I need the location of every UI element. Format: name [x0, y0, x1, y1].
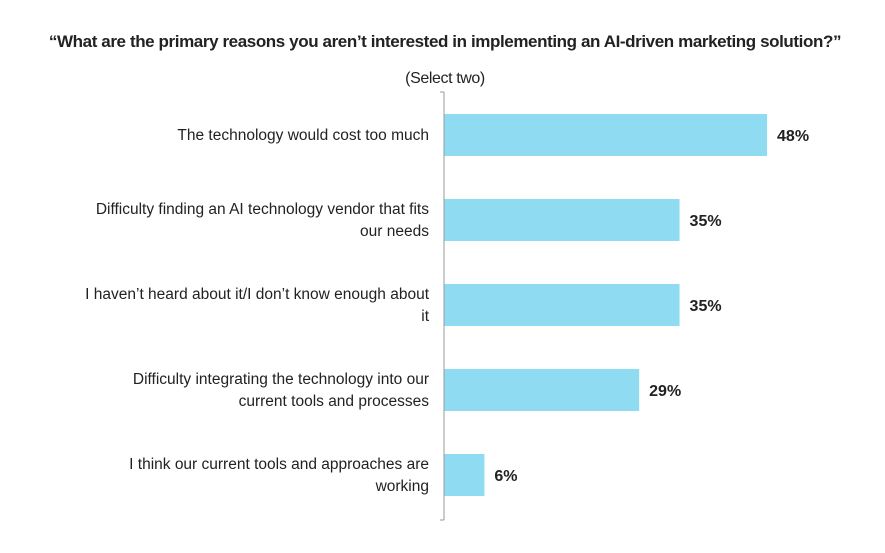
data-label: 6%	[494, 468, 517, 485]
category-label: current tools and processes	[239, 393, 430, 410]
category-label: I think our current tools and approaches…	[129, 456, 429, 473]
data-label: 29%	[649, 383, 681, 400]
category-label: Difficulty integrating the technology in…	[133, 371, 429, 388]
bar	[444, 454, 485, 496]
data-label: 35%	[690, 213, 722, 230]
category-label: our needs	[360, 223, 429, 240]
category-label: Difficulty finding an AI technology vend…	[96, 201, 429, 218]
bar	[444, 369, 640, 411]
chart-subtitle: (Select two)	[405, 70, 485, 87]
data-label: 35%	[690, 298, 722, 315]
category-label: The technology would cost too much	[177, 127, 429, 144]
category-label: working	[375, 478, 429, 495]
bar	[444, 284, 680, 326]
bar	[444, 114, 768, 156]
chart-title: “What are the primary reasons you aren’t…	[48, 32, 842, 51]
category-label: it	[421, 308, 429, 325]
data-label: 48%	[777, 128, 809, 145]
category-label: I haven’t heard about it/I don’t know en…	[85, 286, 430, 303]
bar	[444, 199, 680, 241]
